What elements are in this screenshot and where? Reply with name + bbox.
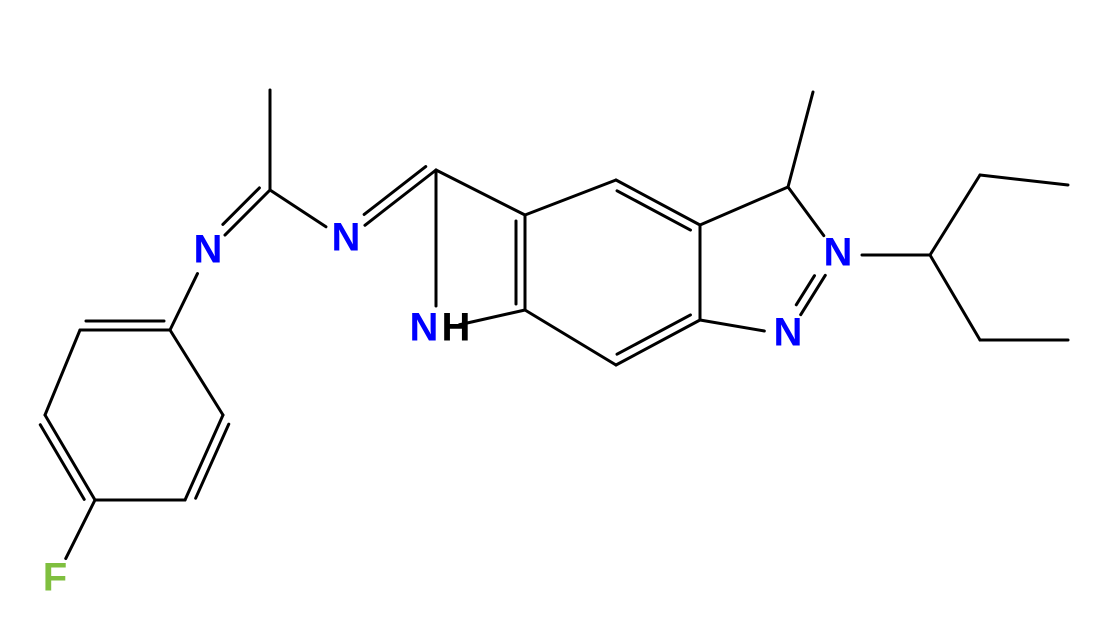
svg-text:N: N [774,311,803,355]
svg-text:N: N [332,216,361,260]
molecule-diagram: NNFNHNN [0,0,1093,629]
svg-text:N: N [194,228,223,272]
svg-text:N: N [824,231,853,275]
bonds [40,90,1068,559]
atoms: NNFNHNN [43,216,853,600]
svg-text:F: F [43,556,67,600]
svg-text:N: N [410,306,439,350]
svg-text:H: H [442,306,471,350]
